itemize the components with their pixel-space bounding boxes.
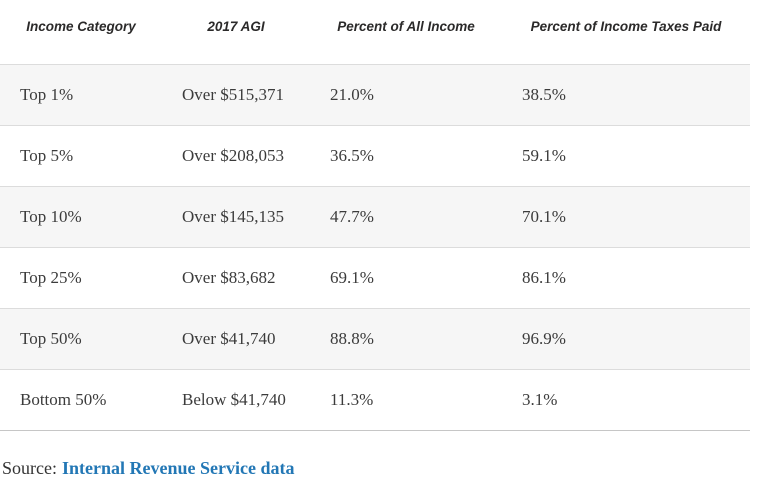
cell-category: Top 50%: [0, 308, 162, 370]
cell-category: Top 25%: [0, 247, 162, 309]
income-tax-table-container: Income Category 2017 AGI Percent of All …: [0, 0, 750, 431]
cell-category: Top 10%: [0, 186, 162, 248]
cell-percent-income: 88.8%: [310, 308, 502, 370]
column-header-2017-agi: 2017 AGI: [162, 0, 310, 65]
cell-percent-taxes: 96.9%: [502, 308, 750, 370]
cell-category: Bottom 50%: [0, 369, 162, 431]
table-row: Top 25% Over $83,682 69.1% 86.1%: [0, 247, 750, 309]
cell-percent-income: 11.3%: [310, 369, 502, 431]
cell-agi: Over $41,740: [162, 308, 310, 370]
income-tax-table: Income Category 2017 AGI Percent of All …: [0, 0, 750, 431]
table-row: Top 50% Over $41,740 88.8% 96.9%: [0, 308, 750, 370]
cell-percent-taxes: 70.1%: [502, 186, 750, 248]
cell-category: Top 1%: [0, 64, 162, 126]
cell-percent-taxes: 38.5%: [502, 64, 750, 126]
cell-percent-taxes: 59.1%: [502, 125, 750, 187]
cell-category: Top 5%: [0, 125, 162, 187]
cell-agi: Over $515,371: [162, 64, 310, 126]
column-header-income-category: Income Category: [0, 0, 162, 65]
cell-agi: Below $41,740: [162, 369, 310, 431]
table-row: Bottom 50% Below $41,740 11.3% 3.1%: [0, 369, 750, 431]
cell-agi: Over $145,135: [162, 186, 310, 248]
cell-percent-income: 36.5%: [310, 125, 502, 187]
source-note: Source: Internal Revenue Service data: [2, 458, 760, 479]
table-row: Top 5% Over $208,053 36.5% 59.1%: [0, 125, 750, 187]
column-header-percent-all-income: Percent of All Income: [310, 0, 502, 65]
header-row: Income Category 2017 AGI Percent of All …: [0, 0, 750, 65]
cell-agi: Over $208,053: [162, 125, 310, 187]
cell-percent-taxes: 3.1%: [502, 369, 750, 431]
cell-percent-income: 21.0%: [310, 64, 502, 126]
column-header-percent-taxes-paid: Percent of Income Taxes Paid: [502, 0, 750, 65]
source-prefix-label: Source:: [2, 458, 57, 478]
source-link[interactable]: Internal Revenue Service data: [61, 458, 295, 478]
table-row: Top 10% Over $145,135 47.7% 70.1%: [0, 186, 750, 248]
cell-agi: Over $83,682: [162, 247, 310, 309]
cell-percent-income: 69.1%: [310, 247, 502, 309]
table-row: Top 1% Over $515,371 21.0% 38.5%: [0, 64, 750, 126]
table-body: Top 1% Over $515,371 21.0% 38.5% Top 5% …: [0, 64, 750, 431]
cell-percent-taxes: 86.1%: [502, 247, 750, 309]
cell-percent-income: 47.7%: [310, 186, 502, 248]
table-header: Income Category 2017 AGI Percent of All …: [0, 0, 750, 65]
